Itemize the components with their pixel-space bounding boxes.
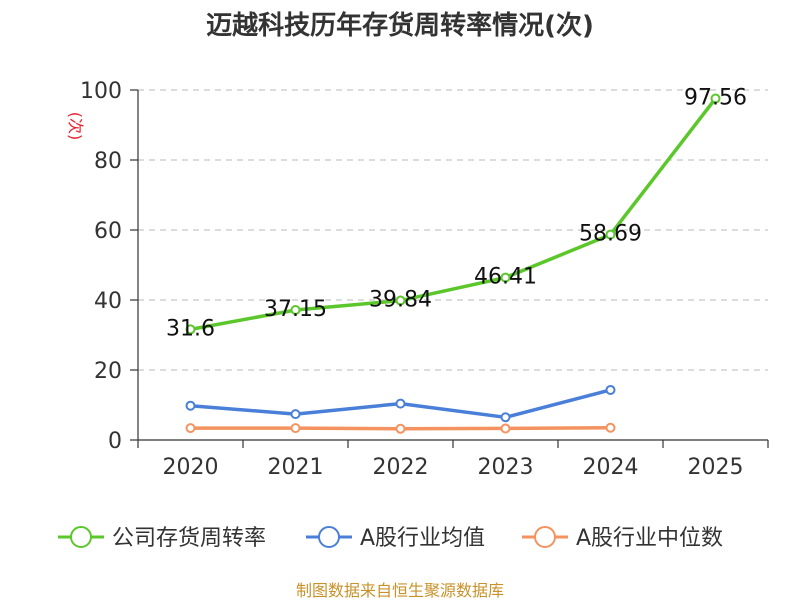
series-2-point <box>395 423 406 434</box>
axes: 0 20 40 60 80 100 2020 2021 2022 2023 2024 2025 <box>80 79 769 480</box>
source-note: 制图数据来自恒生聚源数据库 <box>296 581 504 600</box>
data-label: 97.56 <box>684 86 747 111</box>
data-label: 58.69 <box>579 222 642 247</box>
y-tick-label: 100 <box>80 79 122 104</box>
y-tick-label: 80 <box>94 149 122 174</box>
y-tick-label: 60 <box>94 219 122 244</box>
x-tick-label: 2022 <box>373 455 429 480</box>
legend-marker-icon <box>70 526 92 548</box>
x-tick-label: 2023 <box>478 455 534 480</box>
x-tick-label: 2025 <box>688 455 744 480</box>
series-group <box>185 93 721 434</box>
legend-label: A股行业均值 <box>360 526 485 551</box>
chart-title: 迈越科技历年存货周转率情况(次) <box>206 10 594 41</box>
series-2-point <box>500 423 511 434</box>
grid-lines <box>138 89 768 371</box>
series-0-point <box>185 324 196 335</box>
x-tick-label: 2021 <box>268 455 324 480</box>
x-tick-label: 2020 <box>163 455 219 480</box>
data-label: 39.84 <box>369 288 432 313</box>
series-line-0 <box>188 96 718 332</box>
series-2-point <box>185 423 196 434</box>
series-0-point <box>710 93 721 104</box>
series-0-point <box>500 272 511 283</box>
y-tick-label: 40 <box>94 289 122 314</box>
legend-marker-icon <box>534 526 556 548</box>
data-label: 31.6 <box>166 316 215 341</box>
y-tick-label: 0 <box>108 429 122 454</box>
series-0-point <box>395 295 406 306</box>
series-2-point <box>605 422 616 433</box>
data-label: 46.41 <box>474 265 537 290</box>
series-1-point <box>185 400 196 411</box>
series-1-point <box>290 409 301 420</box>
series-0-point <box>605 229 616 240</box>
legend-marker-icon <box>318 526 340 548</box>
legend: 公司存货周转率 A股行业均值 A股行业中位数 <box>58 526 723 551</box>
series-1-point <box>500 412 511 423</box>
x-tick-label: 2024 <box>583 455 639 480</box>
series-2-point <box>290 423 301 434</box>
data-label: 37.15 <box>264 297 327 322</box>
series-1-point <box>395 398 406 409</box>
legend-label: 公司存货周转率 <box>112 526 266 551</box>
y-axis-label: (次) <box>66 112 85 141</box>
data-labels: 31.6 37.15 39.84 46.41 58.69 97.56 <box>166 86 747 342</box>
legend-label: A股行业中位数 <box>576 526 723 551</box>
y-tick-label: 20 <box>94 359 122 384</box>
series-1-point <box>605 384 616 395</box>
series-0-point <box>290 304 301 315</box>
